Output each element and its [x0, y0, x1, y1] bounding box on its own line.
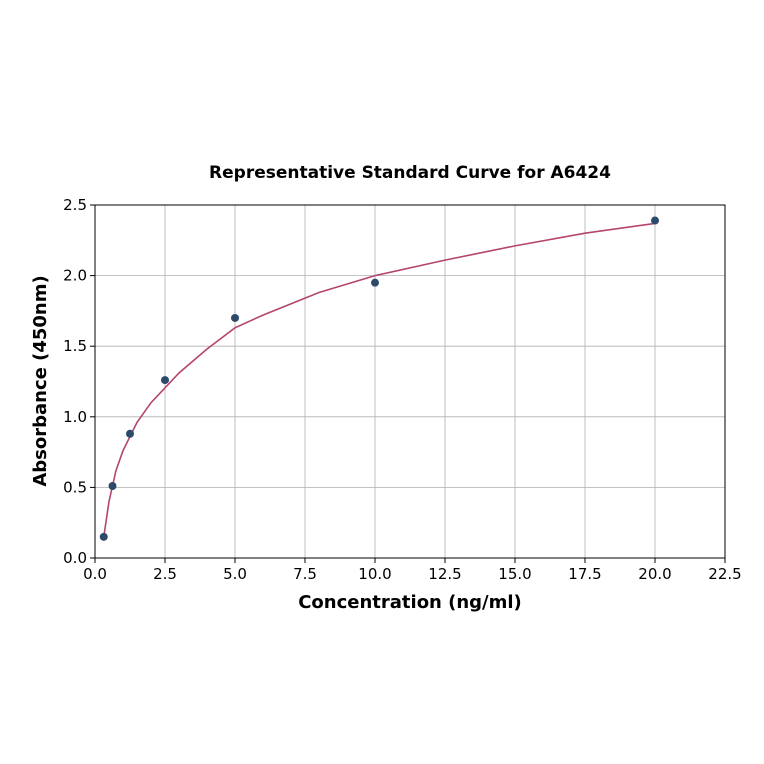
x-tick-label: 20.0: [638, 565, 671, 583]
data-points: [99, 216, 659, 541]
x-tick-label: 7.5: [293, 565, 317, 583]
x-tick-label: 10.0: [358, 565, 391, 583]
x-tick-label: 12.5: [428, 565, 461, 583]
x-tick-label: 22.5: [708, 565, 741, 583]
y-tick-label: 0.5: [63, 478, 87, 496]
data-point: [371, 278, 379, 287]
chart-title: Representative Standard Curve for A6424: [209, 163, 611, 183]
y-tick-label: 2.5: [63, 196, 87, 214]
y-tick-label: 0.0: [63, 549, 87, 567]
x-axis-label: Concentration (ng/ml): [298, 592, 522, 613]
x-tick-label: 5.0: [223, 565, 247, 583]
fit-curve: [103, 222, 656, 537]
y-axis-label: Absorbance (450nm): [30, 275, 51, 486]
grid: [94, 204, 726, 559]
plot-frame: [94, 204, 726, 559]
x-tick-label: 0.0: [83, 565, 107, 583]
x-tick-label: 15.0: [498, 565, 531, 583]
y-tick-label: 1.0: [63, 408, 87, 426]
y-axis: 0.0 0.5 1.0 1.5 2.0 2.5: [63, 196, 95, 567]
data-point: [126, 429, 134, 438]
x-tick-label: 17.5: [568, 565, 601, 583]
data-point: [651, 216, 659, 225]
y-tick-label: 2.0: [63, 267, 87, 285]
data-point: [99, 532, 108, 541]
y-tick-label: 1.5: [63, 337, 87, 355]
data-point: [161, 376, 169, 385]
data-point: [108, 481, 117, 490]
x-tick-label: 2.5: [153, 565, 177, 583]
x-axis: 0.0 2.5 5.0 7.5 10.0 12.5 15.0 17.5 20.0 22.5: [83, 558, 742, 583]
data-point: [231, 313, 239, 322]
